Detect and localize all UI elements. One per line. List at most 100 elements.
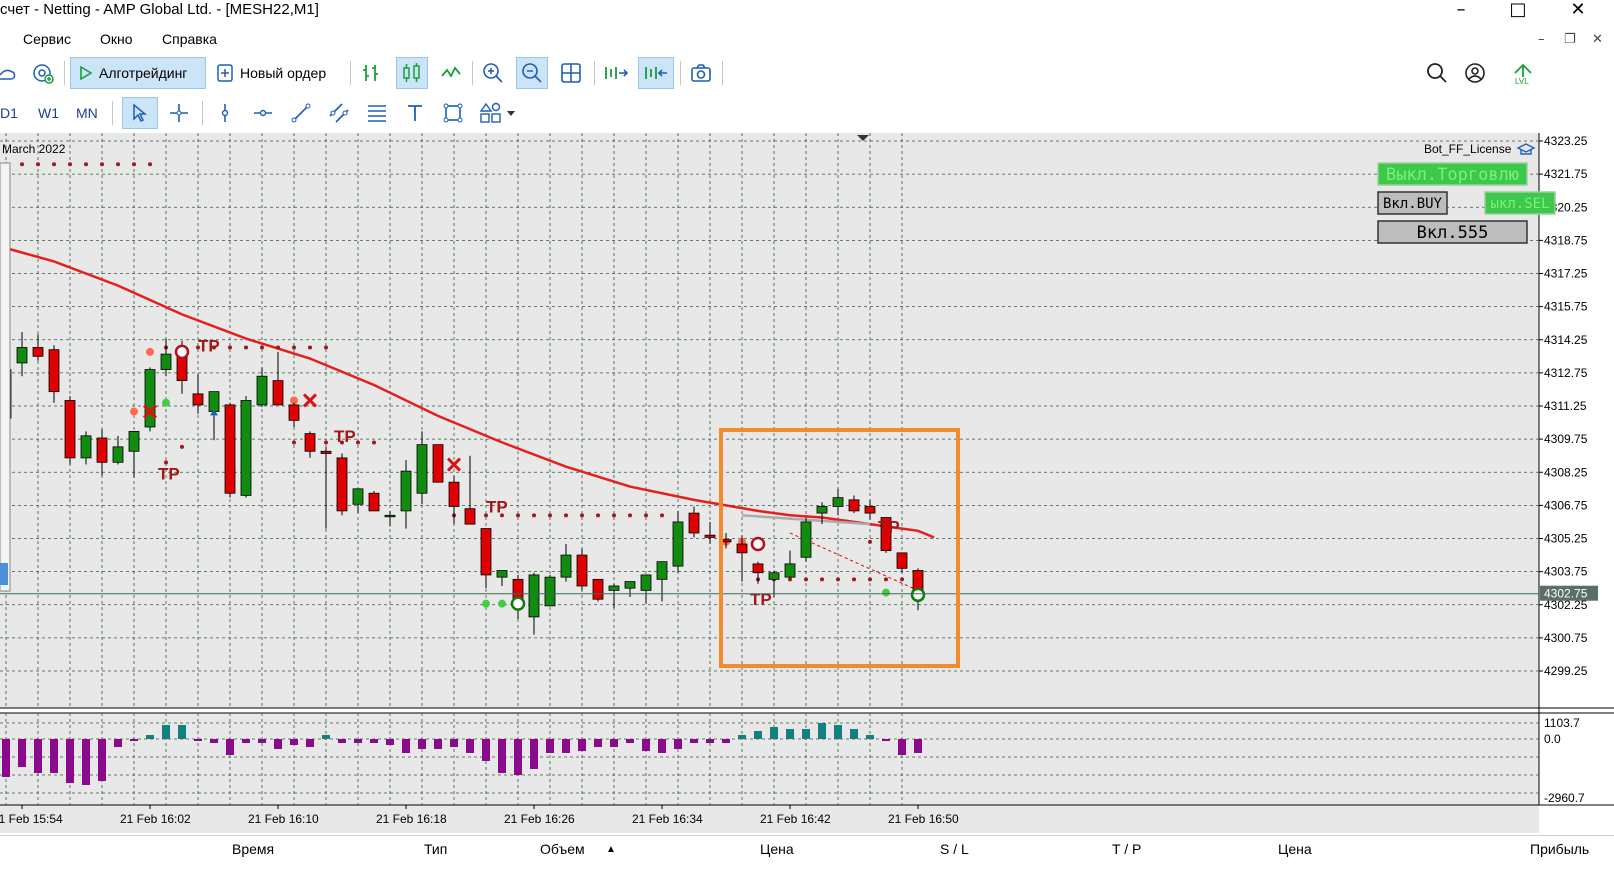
zoom-out-icon[interactable] (516, 57, 548, 89)
vertical-line-icon[interactable] (210, 97, 240, 129)
bear-candle (464, 508, 476, 525)
account-icon[interactable] (1460, 57, 1490, 89)
menu-item-service[interactable]: Сервис (23, 31, 71, 47)
column-header-current-price[interactable]: Цена (1278, 841, 1312, 857)
histogram-bar-negative (18, 739, 26, 767)
enable-555-button-frame (1377, 220, 1528, 244)
bull-candle (624, 581, 636, 589)
tp-level-dot (804, 577, 808, 582)
trendline-icon[interactable] (286, 97, 316, 129)
crosshair-tool-icon[interactable] (164, 97, 194, 129)
histogram-bar-positive (322, 735, 330, 739)
price-tick-label: 4321.75 (1544, 167, 1588, 181)
bull-candle (656, 561, 668, 580)
candlestick-chart-icon[interactable] (396, 57, 428, 89)
mdi-minimize-icon[interactable]: – (1538, 32, 1545, 47)
histogram-bar-negative (258, 739, 266, 743)
column-header-volume[interactable]: Объем (540, 841, 585, 857)
channel-icon[interactable] (324, 97, 354, 129)
text-tool-icon[interactable] (400, 97, 430, 129)
histogram-bar-negative (50, 739, 58, 773)
histogram-bar-negative (658, 739, 666, 753)
timeframe-w1[interactable]: W1 (38, 105, 59, 121)
signal-dot (882, 588, 890, 597)
tp-level-dot (20, 162, 24, 167)
timeframe-mn[interactable]: MN (76, 105, 98, 121)
mdi-restore-icon[interactable]: ❐ (1564, 32, 1576, 47)
enable-buy-button[interactable]: Вкл.BUY (1377, 191, 1448, 215)
histogram-bar-negative (226, 739, 234, 755)
histogram-bar-negative (482, 739, 490, 761)
tp-level-dot (548, 513, 552, 518)
fibonacci-icon[interactable] (362, 97, 392, 129)
signal-dot (130, 407, 138, 416)
column-header-tp[interactable]: T / P (1112, 841, 1142, 857)
screenshot-icon[interactable] (686, 57, 716, 89)
price-chart[interactable]: 4323.254321.754320.254318.754317.254315.… (0, 133, 1614, 833)
disable-sell-button[interactable]: ыкл.SEL (1484, 191, 1556, 215)
shapes-dropdown-icon[interactable] (476, 97, 520, 129)
tile-windows-icon[interactable] (556, 57, 586, 89)
bull-candle (352, 488, 364, 505)
histogram-bar-negative (242, 739, 250, 743)
minimize-icon[interactable]: – (1456, 0, 1466, 20)
signals-icon[interactable] (28, 57, 58, 89)
histogram-bar-negative (594, 739, 602, 747)
tp-level-dot (180, 444, 184, 449)
tp-level-dot (244, 345, 248, 350)
tp-level-dot (596, 513, 600, 518)
histogram-bar-negative (194, 739, 202, 741)
new-order-button[interactable]: Новый ордер (212, 57, 344, 89)
price-tick-label: 4299.25 (1544, 664, 1588, 678)
price-tick-label: 4309.75 (1544, 432, 1588, 446)
bull-candle (800, 521, 812, 558)
tp-level-dot (228, 345, 232, 350)
toolbar-separator (350, 61, 351, 85)
column-header-price[interactable]: Цена (760, 841, 794, 857)
cloud-icon[interactable] (0, 57, 16, 89)
price-tick-label: 4317.25 (1544, 267, 1588, 281)
line-chart-icon[interactable] (436, 57, 466, 89)
trade-table-header: Время Тип Объем ▲ Цена S / L T / P Цена … (0, 835, 1614, 882)
menu-item-window[interactable]: Окно (100, 31, 133, 47)
autoscroll-icon[interactable] (638, 57, 674, 89)
column-header-sl[interactable]: S / L (940, 841, 969, 857)
bull-candle (816, 506, 828, 514)
chart-window[interactable]: 4323.25 4321.75 4320.25 4318.75 4317.25 4315.… (0, 133, 1614, 833)
indicator-tick-label: 0.0 (1544, 732, 1561, 746)
chart-shift-icon[interactable] (600, 57, 632, 89)
tp-level-dot (196, 345, 200, 350)
search-icon[interactable] (1422, 57, 1452, 89)
maximize-icon[interactable]: □ (1509, 0, 1527, 20)
bull-candle (544, 576, 556, 607)
bear-candle (432, 444, 444, 483)
disable-trading-button[interactable]: Выкл.Торговлю (1377, 162, 1528, 186)
histogram-bar-negative (2, 739, 10, 777)
close-icon[interactable]: ✕ (1570, 0, 1586, 20)
tp-label: TP (158, 464, 180, 483)
column-header-type[interactable]: Тип (424, 841, 448, 857)
histogram-bar-negative (882, 739, 890, 741)
enable-555-button[interactable]: Вкл.555 (1377, 220, 1528, 244)
zoom-in-icon[interactable] (478, 57, 508, 89)
level-signal-icon[interactable]: LVL (1508, 57, 1538, 89)
bull-candle (208, 391, 220, 412)
main-chart-background (0, 133, 1539, 708)
signal-dot (162, 398, 170, 407)
menu-item-help[interactable]: Справка (162, 31, 217, 47)
timeframe-d1[interactable]: D1 (0, 105, 18, 121)
bull-candle (144, 369, 156, 428)
column-header-time[interactable]: Время (232, 841, 275, 857)
histogram-bar-negative (610, 739, 618, 747)
tp-level-dot (628, 513, 632, 518)
horizontal-line-icon[interactable] (248, 97, 278, 129)
mdi-close-icon[interactable]: ✕ (1592, 32, 1603, 47)
bear-candle (48, 349, 60, 393)
rectangle-tool-icon[interactable] (438, 97, 468, 129)
algotrading-button[interactable]: Алготрейдинг (70, 57, 206, 89)
tp-level-dot (116, 162, 120, 167)
histogram-bar-positive (850, 729, 858, 739)
bar-chart-icon[interactable] (356, 57, 386, 89)
cursor-tool-icon[interactable] (122, 97, 158, 129)
column-header-profit[interactable]: Прибыль (1530, 841, 1590, 857)
